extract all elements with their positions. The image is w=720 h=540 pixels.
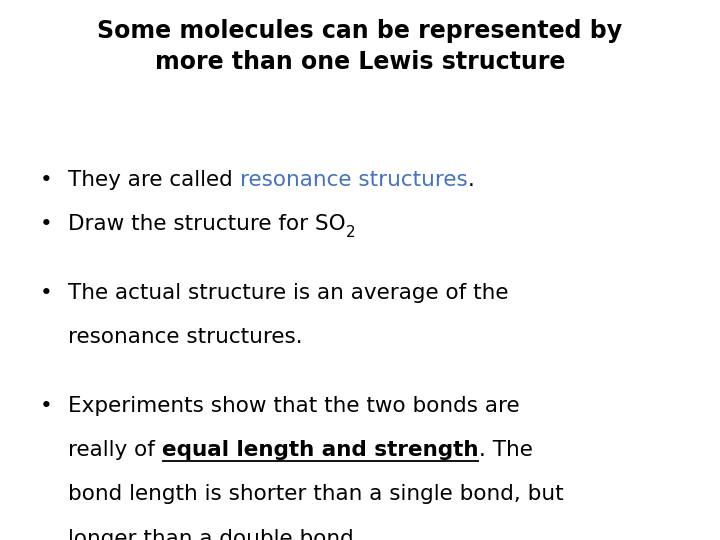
Text: 2: 2 bbox=[346, 225, 356, 240]
Text: The actual structure is an average of the: The actual structure is an average of th… bbox=[68, 283, 509, 303]
Text: resonance structures: resonance structures bbox=[240, 170, 468, 190]
Text: .: . bbox=[468, 170, 474, 190]
Text: really of: really of bbox=[68, 440, 162, 460]
Text: longer than a double bond.: longer than a double bond. bbox=[68, 529, 361, 540]
Text: They are called: They are called bbox=[68, 170, 240, 190]
Text: Experiments show that the two bonds are: Experiments show that the two bonds are bbox=[68, 396, 520, 416]
Text: . The: . The bbox=[479, 440, 533, 460]
Text: Some molecules can be represented by
more than one Lewis structure: Some molecules can be represented by mor… bbox=[97, 19, 623, 73]
Text: •: • bbox=[40, 396, 53, 416]
Text: bond length is shorter than a single bond, but: bond length is shorter than a single bon… bbox=[68, 484, 564, 504]
Text: equal length and strength: equal length and strength bbox=[162, 440, 479, 460]
Text: •: • bbox=[40, 170, 53, 190]
Text: resonance structures.: resonance structures. bbox=[68, 327, 303, 347]
Text: •: • bbox=[40, 214, 53, 234]
Text: •: • bbox=[40, 283, 53, 303]
Text: Draw the structure for SO: Draw the structure for SO bbox=[68, 214, 346, 234]
